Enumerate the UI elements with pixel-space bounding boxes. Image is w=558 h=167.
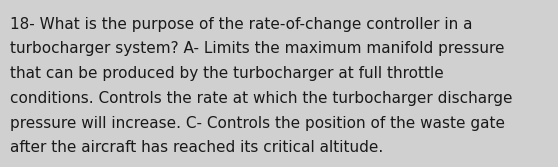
Text: that can be produced by the turbocharger at full throttle: that can be produced by the turbocharger…: [10, 66, 444, 81]
Text: after the aircraft has reached its critical altitude.: after the aircraft has reached its criti…: [10, 140, 383, 155]
Text: turbocharger system? A- Limits the maximum manifold pressure: turbocharger system? A- Limits the maxim…: [10, 41, 504, 56]
Text: 18- What is the purpose of the rate-of-change controller in a: 18- What is the purpose of the rate-of-c…: [10, 17, 473, 32]
Text: pressure will increase. C- Controls the position of the waste gate: pressure will increase. C- Controls the …: [10, 116, 505, 131]
Text: conditions. Controls the rate at which the turbocharger discharge: conditions. Controls the rate at which t…: [10, 91, 513, 106]
